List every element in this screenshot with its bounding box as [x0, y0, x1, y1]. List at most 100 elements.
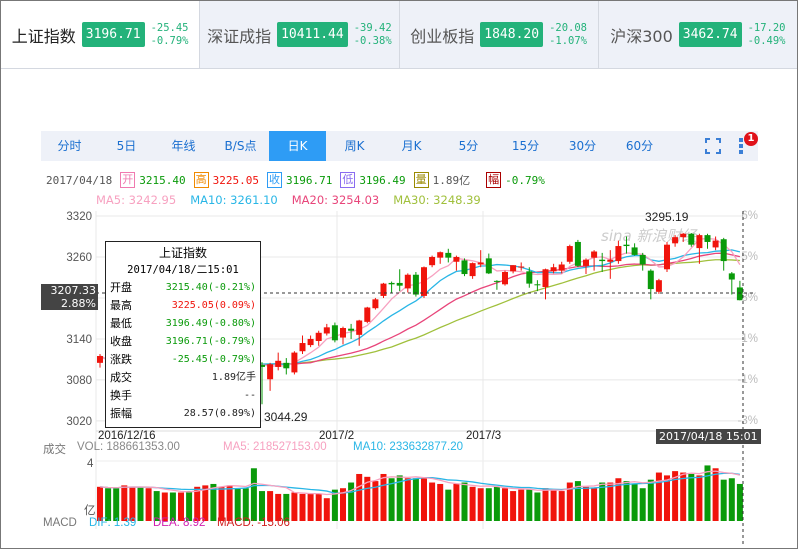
low-value: 3196.49 [359, 173, 406, 187]
index-tab-sh[interactable]: 上证指数 3196.71 -25.45 -0.79% [1, 1, 200, 68]
tab-bs[interactable]: B/S点 [224, 139, 257, 153]
volume-bar [121, 485, 128, 521]
index-tab-sz[interactable]: 深证成指 10411.44 -39.42 -0.38% [199, 1, 399, 68]
index-tabs: 上证指数 3196.71 -25.45 -0.79% 深证成指 10411.44 -39.… [1, 1, 797, 69]
notification-badge[interactable]: 1 [744, 132, 758, 146]
volume-bar [534, 492, 541, 521]
volume-bar [469, 486, 476, 521]
volume-bar [226, 485, 233, 521]
volume-bar [421, 478, 427, 521]
volume-bar [331, 489, 338, 521]
candle-body [688, 233, 695, 245]
tooltip-row-value: 3215.40(-0.21%) [165, 282, 256, 293]
fullscreen-icon[interactable] [705, 138, 721, 154]
index-price: 3196.71 [81, 22, 145, 47]
info-date: 2017/04/18 [46, 173, 113, 187]
candle-body [534, 284, 541, 286]
volume-bar [485, 488, 492, 521]
open-label: 开 [120, 172, 136, 188]
min-price-label: 3044.29 [264, 410, 308, 424]
volume-bar [429, 482, 436, 521]
more-vertical-icon[interactable] [738, 137, 744, 155]
index-name: 深证成指 [207, 26, 272, 46]
tooltip-row-label: 最低 [110, 317, 132, 330]
candle-body [331, 325, 338, 341]
candle-body [453, 256, 460, 262]
tab-weekly-k[interactable]: 周K [344, 139, 365, 153]
tab-60min[interactable]: 60分 [625, 139, 654, 153]
tooltip-row-label: 涨跌 [110, 353, 132, 366]
volume-bar [372, 481, 379, 521]
volume-bar [696, 475, 703, 521]
volume-bar [267, 491, 274, 521]
volume-bar [169, 492, 176, 521]
candle-body [445, 252, 452, 258]
index-price: 3462.74 [678, 22, 742, 47]
index-pct: -0.49% [747, 34, 786, 47]
volume-bar [113, 488, 120, 521]
tab-5min[interactable]: 5分 [458, 139, 479, 153]
candle-body [615, 246, 622, 262]
candle-body [720, 239, 727, 262]
volume-bar [599, 482, 606, 521]
volume-value: 1.89亿 [432, 174, 471, 187]
macd-dea: DEA: 8.92 [153, 517, 206, 529]
crosshair-price-label: 3207.33 2.88% [41, 284, 98, 310]
volume-bar [461, 482, 468, 521]
volume-bar [129, 486, 136, 521]
volume-bar [704, 465, 711, 521]
tab-15min[interactable]: 15分 [511, 139, 540, 153]
volume-bar [380, 473, 387, 521]
volume-bar [631, 483, 638, 521]
tooltip-row-label: 开盘 [110, 281, 132, 294]
candle-body [340, 328, 346, 338]
volume-bar [194, 486, 201, 521]
ma30-value: MA30: 3248.39 [393, 193, 481, 207]
tooltip-row: 最低 3196.49(-0.80%) [110, 315, 256, 333]
tab-5day[interactable]: 5日 [116, 139, 137, 153]
pct-tick: -1% [738, 374, 758, 386]
ma-legend: MA5: 3242.95 MA10: 3261.10 MA20: 3254.03… [96, 193, 481, 207]
tab-daily-k[interactable]: 日K [269, 131, 326, 161]
volume-bar [299, 493, 306, 521]
volume-bar [720, 479, 727, 521]
candle-body [550, 267, 557, 272]
price-tick: 3140 [66, 334, 92, 346]
crosshair-price: 3207.33 [50, 284, 97, 297]
high-label: 高 [193, 172, 209, 188]
tab-30min[interactable]: 30分 [568, 139, 597, 153]
volume-bar [234, 488, 241, 521]
candle-body [267, 364, 274, 380]
candle-body [396, 282, 403, 286]
volume-label: 量 [413, 172, 429, 188]
volume-bar [242, 488, 249, 521]
candle-body [461, 260, 468, 275]
vol-axis-unit: 亿 [84, 505, 96, 517]
pct-tick: 5% [741, 251, 758, 263]
ohlc-tooltip: 上证指数 2017/04/18/二15:01 开盘 3215.40(-0.21%)… [105, 241, 261, 428]
volume-bar [583, 486, 589, 521]
crosshair-pct: 2.88% [61, 297, 96, 310]
candle-body [502, 272, 508, 285]
index-tab-hs300[interactable]: 沪深300 3462.74 -17.20 -0.49% [597, 1, 797, 68]
volume-bar [291, 492, 298, 521]
tab-year[interactable]: 年线 [171, 139, 196, 153]
index-tab-cyb[interactable]: 创业板指 1848.20 -20.08 -1.07% [398, 1, 598, 68]
volume-bar [493, 486, 500, 521]
candle-body [421, 267, 427, 296]
tab-fenshi[interactable]: 分时 [57, 139, 82, 153]
tooltip-row: 成交 1.89亿手 [110, 369, 256, 387]
volume-bar [502, 488, 508, 521]
volume-bar [445, 489, 452, 521]
tab-monthly-k[interactable]: 月K [401, 139, 422, 153]
tooltip-row: 换手 -- [110, 387, 256, 405]
candle-body [655, 280, 662, 292]
candle-body [623, 244, 630, 247]
candle-body [307, 338, 314, 346]
candle-body [348, 328, 355, 331]
candle-body [558, 264, 565, 271]
candle-body [97, 356, 103, 363]
candle-body [518, 266, 525, 268]
